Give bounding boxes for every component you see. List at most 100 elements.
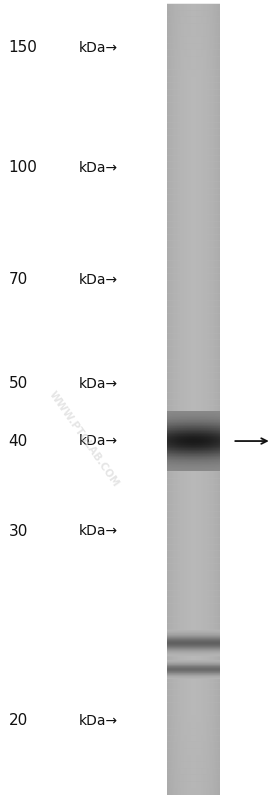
Bar bbox=[217, 4, 218, 795]
Text: kDa→: kDa→ bbox=[78, 714, 118, 728]
Text: kDa→: kDa→ bbox=[78, 272, 118, 287]
Bar bbox=[167, 458, 220, 465]
Bar bbox=[167, 234, 220, 241]
Bar bbox=[167, 16, 220, 24]
Bar bbox=[167, 115, 220, 122]
Bar bbox=[167, 636, 220, 643]
Bar bbox=[208, 4, 209, 795]
Bar bbox=[167, 135, 220, 142]
Bar bbox=[167, 240, 220, 248]
Bar bbox=[211, 4, 212, 795]
Bar bbox=[188, 4, 190, 795]
Bar bbox=[167, 188, 220, 195]
Bar bbox=[218, 4, 220, 795]
Bar bbox=[167, 129, 220, 136]
Bar bbox=[172, 4, 174, 795]
Text: 40: 40 bbox=[8, 434, 28, 448]
Bar bbox=[167, 273, 220, 281]
Bar bbox=[187, 4, 188, 795]
Bar bbox=[167, 735, 220, 742]
Bar bbox=[167, 30, 220, 37]
Bar bbox=[167, 36, 220, 43]
Bar bbox=[167, 392, 220, 400]
Bar bbox=[167, 583, 220, 590]
Bar bbox=[167, 175, 220, 182]
Bar bbox=[167, 405, 220, 412]
Bar bbox=[167, 603, 220, 610]
Bar bbox=[167, 326, 220, 334]
Bar bbox=[167, 340, 220, 347]
Bar bbox=[194, 4, 195, 795]
Bar bbox=[167, 346, 220, 353]
Bar bbox=[167, 557, 220, 564]
Bar bbox=[167, 300, 220, 307]
Bar bbox=[183, 4, 184, 795]
Bar bbox=[167, 695, 220, 703]
Bar bbox=[167, 761, 220, 769]
Bar bbox=[167, 709, 220, 716]
Bar bbox=[167, 531, 220, 538]
Bar bbox=[202, 4, 204, 795]
Bar bbox=[200, 4, 201, 795]
Bar bbox=[167, 89, 220, 96]
Bar bbox=[167, 208, 220, 215]
Bar bbox=[216, 4, 217, 795]
Text: kDa→: kDa→ bbox=[78, 161, 118, 175]
Bar bbox=[167, 62, 220, 70]
Bar bbox=[214, 4, 215, 795]
Bar bbox=[167, 563, 220, 570]
Bar bbox=[167, 498, 220, 505]
Bar bbox=[207, 4, 208, 795]
Bar bbox=[167, 642, 220, 650]
Bar bbox=[167, 386, 220, 393]
Bar bbox=[167, 715, 220, 722]
Bar bbox=[167, 221, 220, 229]
Bar bbox=[168, 4, 169, 795]
Bar bbox=[179, 4, 180, 795]
Bar bbox=[177, 4, 178, 795]
Bar bbox=[167, 194, 220, 202]
Text: 70: 70 bbox=[8, 272, 28, 287]
Bar bbox=[167, 201, 220, 209]
Bar bbox=[167, 439, 220, 446]
Bar bbox=[167, 360, 220, 367]
Bar bbox=[178, 4, 179, 795]
Bar bbox=[167, 431, 220, 439]
Bar bbox=[196, 4, 197, 795]
Bar bbox=[167, 689, 220, 696]
Bar bbox=[176, 4, 177, 795]
Text: kDa→: kDa→ bbox=[78, 434, 118, 448]
Bar bbox=[167, 451, 220, 459]
Bar bbox=[186, 4, 187, 795]
Bar bbox=[195, 4, 196, 795]
Bar bbox=[167, 537, 220, 545]
Bar bbox=[167, 788, 220, 795]
Bar bbox=[167, 227, 220, 235]
Bar bbox=[167, 50, 220, 57]
Text: WWW.PTGLAB.COM: WWW.PTGLAB.COM bbox=[47, 390, 121, 489]
Bar bbox=[206, 4, 207, 795]
Bar bbox=[167, 630, 220, 637]
Bar bbox=[167, 293, 220, 300]
Bar bbox=[203, 4, 204, 795]
Bar bbox=[204, 4, 205, 795]
Bar bbox=[192, 4, 193, 795]
Bar bbox=[172, 4, 173, 795]
Bar bbox=[167, 649, 220, 657]
Bar bbox=[167, 729, 220, 736]
Bar bbox=[199, 4, 200, 795]
Bar bbox=[167, 366, 220, 373]
Bar bbox=[210, 4, 211, 795]
Text: kDa→: kDa→ bbox=[78, 41, 118, 55]
Bar bbox=[189, 4, 190, 795]
Text: kDa→: kDa→ bbox=[78, 376, 118, 391]
Bar bbox=[167, 214, 220, 221]
Bar bbox=[205, 4, 206, 795]
Bar bbox=[167, 10, 220, 18]
Bar bbox=[167, 656, 220, 663]
Bar bbox=[167, 543, 220, 551]
Bar bbox=[167, 141, 220, 149]
Bar bbox=[167, 577, 220, 584]
Bar bbox=[167, 471, 220, 479]
Text: 30: 30 bbox=[8, 524, 28, 539]
